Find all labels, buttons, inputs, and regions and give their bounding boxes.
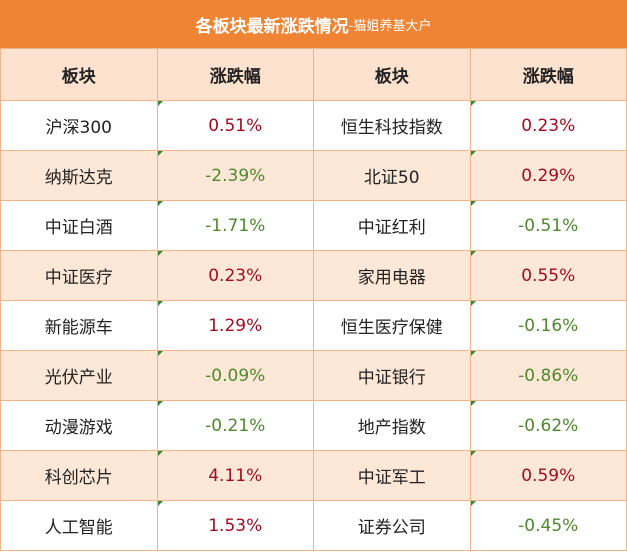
name-cell: 科创芯片	[0, 450, 158, 501]
name-cell: 恒生医疗保健	[313, 300, 471, 351]
name-cell: 证券公司	[313, 500, 471, 551]
name-cell: 新能源车	[0, 300, 158, 351]
change-cell: -0.86%	[469, 350, 627, 401]
change-cell: 0.51%	[156, 100, 314, 151]
change-cell: 0.55%	[469, 250, 627, 301]
name-cell: 动漫游戏	[0, 400, 158, 451]
table-row: 光伏产业 -0.09% 中证银行 -0.86%	[0, 350, 627, 401]
header-row: 板块 涨跌幅 板块 涨跌幅	[0, 48, 627, 101]
name-cell: 中证医疗	[0, 250, 158, 301]
change-cell: -0.16%	[469, 300, 627, 351]
change-cell: 1.53%	[156, 500, 314, 551]
table-row: 动漫游戏 -0.21% 地产指数 -0.62%	[0, 400, 627, 451]
column-header: 板块	[313, 48, 471, 101]
column-header: 板块	[0, 48, 158, 101]
name-cell: 中证红利	[313, 200, 471, 251]
title: 各板块最新涨跌情况	[195, 16, 349, 37]
change-cell: -0.45%	[469, 500, 627, 551]
name-cell: 人工智能	[0, 500, 158, 551]
name-cell: 光伏产业	[0, 350, 158, 401]
name-cell: 家用电器	[313, 250, 471, 301]
table-row: 沪深300 0.51% 恒生科技指数 0.23%	[0, 100, 627, 151]
table-row: 人工智能 1.53% 证券公司 -0.45%	[0, 500, 627, 551]
table-row: 科创芯片 4.11% 中证军工 0.59%	[0, 450, 627, 501]
change-cell: 0.23%	[156, 250, 314, 301]
column-header: 涨跌幅	[156, 48, 314, 101]
name-cell: 地产指数	[313, 400, 471, 451]
title-bar: 各板块最新涨跌情况 -猫姐养基大户	[0, 0, 627, 48]
change-cell: -0.21%	[156, 400, 314, 451]
column-header: 涨跌幅	[469, 48, 627, 101]
name-cell: 中证银行	[313, 350, 471, 401]
name-cell: 沪深300	[0, 100, 158, 151]
change-cell: 0.59%	[469, 450, 627, 501]
table-row: 纳斯达克 -2.39% 北证50 0.29%	[0, 150, 627, 201]
change-cell: 4.11%	[156, 450, 314, 501]
change-cell: 0.23%	[469, 100, 627, 151]
name-cell: 恒生科技指数	[313, 100, 471, 151]
change-cell: -0.09%	[156, 350, 314, 401]
change-cell: -2.39%	[156, 150, 314, 201]
table-row: 中证医疗 0.23% 家用电器 0.55%	[0, 250, 627, 301]
subtitle: -猫姐养基大户	[348, 18, 432, 34]
change-cell: 1.29%	[156, 300, 314, 351]
table: 板块 涨跌幅 板块 涨跌幅 沪深300 0.51% 恒生科技指数 0.23% 纳斯达克 -2.3…	[0, 48, 627, 551]
change-cell: -0.51%	[469, 200, 627, 251]
table-row: 新能源车 1.29% 恒生医疗保健 -0.16%	[0, 300, 627, 351]
name-cell: 中证白酒	[0, 200, 158, 251]
table-row: 中证白酒 -1.71% 中证红利 -0.51%	[0, 200, 627, 251]
name-cell: 纳斯达克	[0, 150, 158, 201]
change-cell: -0.62%	[469, 400, 627, 451]
name-cell: 中证军工	[313, 450, 471, 501]
table-body: 沪深300 0.51% 恒生科技指数 0.23% 纳斯达克 -2.39% 北证50 0.29%…	[0, 100, 627, 551]
change-cell: -1.71%	[156, 200, 314, 251]
change-cell: 0.29%	[469, 150, 627, 201]
name-cell: 北证50	[313, 150, 471, 201]
